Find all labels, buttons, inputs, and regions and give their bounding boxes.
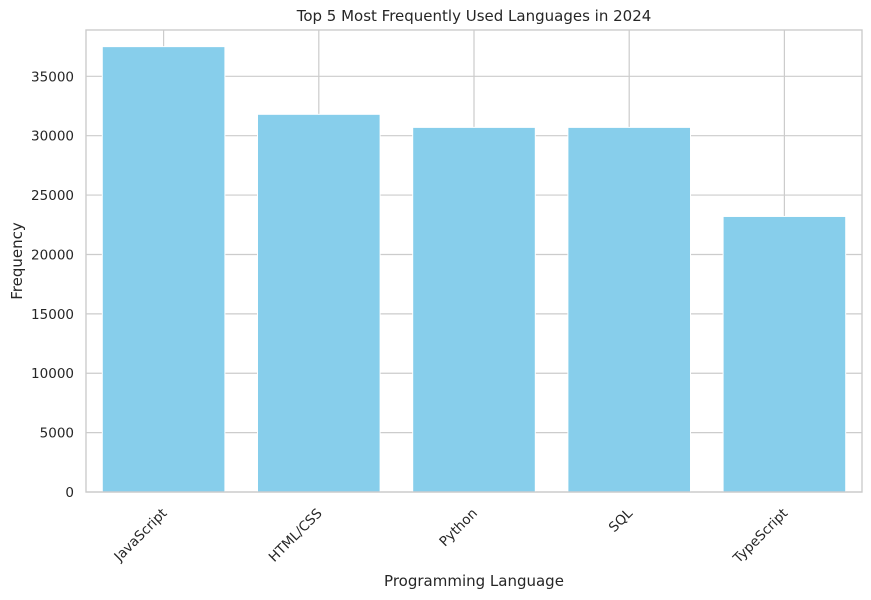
x-tick-label: SQL	[606, 505, 637, 536]
x-tick-label: HTML/CSS	[266, 506, 326, 566]
x-tick-label: JavaScript	[111, 506, 171, 566]
y-tick-label: 15000	[31, 307, 74, 323]
bar-sql	[567, 126, 692, 493]
bar-html-css	[256, 113, 381, 493]
bars-layer	[101, 46, 847, 493]
x-axis-label: Programming Language	[384, 572, 564, 590]
bar-typescript	[722, 215, 847, 493]
x-tick-labels: JavaScript HTML/CSS Python SQL TypeScript	[111, 505, 792, 567]
y-axis-label: Frequency	[8, 222, 26, 300]
y-tick-label: 30000	[31, 129, 74, 145]
bar-python	[412, 126, 536, 493]
y-tick-label: 10000	[31, 366, 74, 382]
plot-frame	[85, 29, 863, 493]
y-tick-label: 20000	[31, 247, 74, 263]
y-tick-label: 35000	[31, 69, 74, 85]
x-tick-label: Python	[436, 506, 480, 550]
bar-javascript	[101, 46, 226, 493]
chart-title: Top 5 Most Frequently Used Languages in …	[296, 7, 652, 25]
y-tick-label: 5000	[40, 426, 74, 442]
x-tick-label: TypeScript	[730, 506, 792, 568]
y-tick-label: 25000	[31, 188, 74, 204]
y-tick-labels: 0 5000 10000 15000 20000 25000 30000 35000	[31, 69, 74, 501]
y-tick-label: 0	[65, 485, 74, 501]
